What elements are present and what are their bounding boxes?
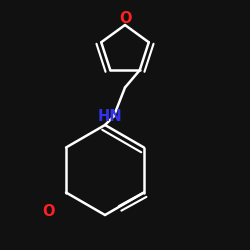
Text: O: O bbox=[42, 204, 55, 219]
Text: HN: HN bbox=[98, 109, 122, 124]
Text: O: O bbox=[119, 11, 131, 26]
